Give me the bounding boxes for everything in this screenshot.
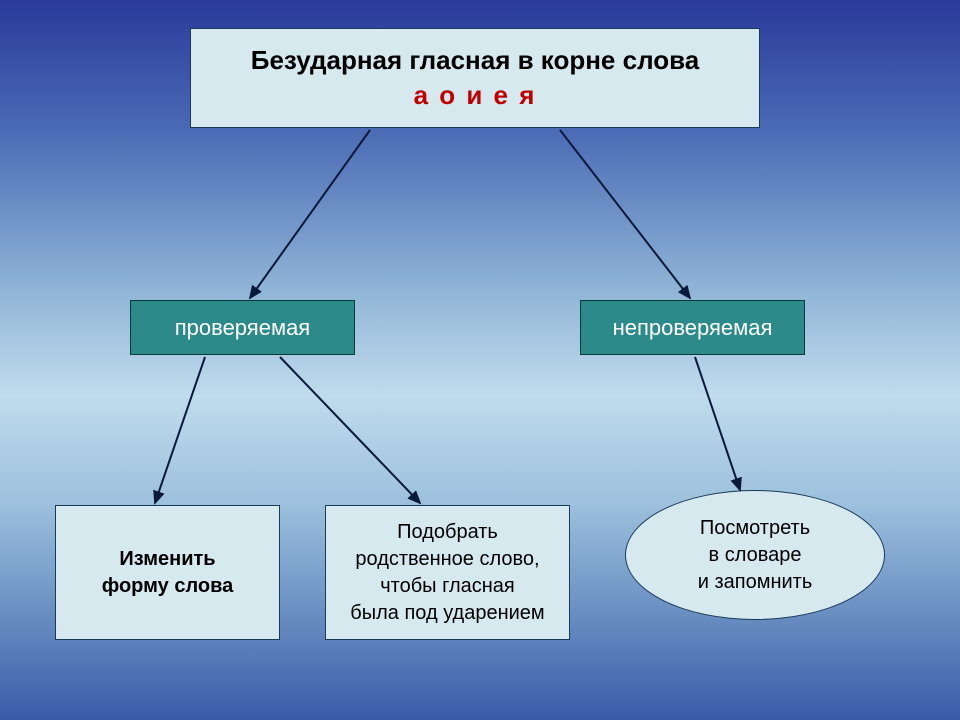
leaf2-line1: Подобрать xyxy=(397,519,498,546)
leaf2-line4: была под ударением xyxy=(350,600,544,627)
leaf3-line1: Посмотреть xyxy=(700,515,810,542)
mid-right-label: непроверяемая xyxy=(613,313,773,343)
leaf-ellipse: Посмотреть в словаре и запомнить xyxy=(625,490,885,620)
leaf3-line3: и запомнить xyxy=(698,569,813,596)
title-box: Безударная гласная в корне слова а о и е… xyxy=(190,28,760,128)
leaf-box-2: Подобрать родственное слово, чтобы гласн… xyxy=(325,505,570,640)
leaf2-line2: родственное слово, xyxy=(355,546,539,573)
mid-left-label: проверяемая xyxy=(175,313,310,343)
title-line2: а о и е я xyxy=(414,78,537,113)
leaf1-line2: форму слова xyxy=(102,573,234,600)
mid-left-box: проверяемая xyxy=(130,300,355,355)
mid-right-box: непроверяемая xyxy=(580,300,805,355)
title-line1: Безударная гласная в корне слова xyxy=(251,43,699,78)
leaf2-line3: чтобы гласная xyxy=(380,573,515,600)
leaf1-line1: Изменить xyxy=(119,546,215,573)
leaf-box-1: Изменить форму слова xyxy=(55,505,280,640)
leaf3-line2: в словаре xyxy=(709,542,802,569)
